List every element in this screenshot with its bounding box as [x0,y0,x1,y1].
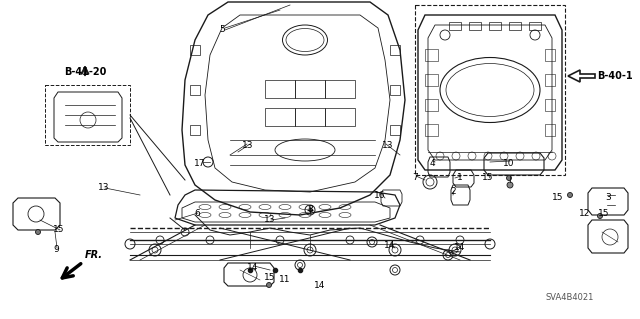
Text: 13: 13 [99,183,109,192]
Circle shape [456,236,464,244]
Circle shape [598,213,602,219]
Text: 2: 2 [450,188,456,197]
Text: 13: 13 [382,142,394,151]
Circle shape [125,239,135,249]
Text: 12: 12 [579,209,591,218]
Text: 14: 14 [247,263,259,272]
Text: 13: 13 [264,216,276,225]
Text: 13: 13 [243,142,253,151]
Text: 15: 15 [598,209,610,218]
Text: 15: 15 [53,226,65,234]
Text: FR.: FR. [85,250,103,260]
Circle shape [276,236,284,244]
Circle shape [416,236,424,244]
Text: 11: 11 [279,275,291,284]
Text: 14: 14 [314,280,326,290]
Text: 7: 7 [412,174,418,182]
Text: 15: 15 [264,273,276,283]
Circle shape [507,182,513,188]
Circle shape [568,192,573,197]
Circle shape [506,175,511,181]
Text: 5: 5 [219,26,225,34]
Text: 6: 6 [194,209,200,218]
Text: 1: 1 [457,174,463,182]
Text: 15: 15 [483,174,493,182]
Circle shape [206,236,214,244]
Text: B-41-20: B-41-20 [64,67,106,77]
Text: B-40-1: B-40-1 [597,71,632,81]
Circle shape [485,239,495,249]
Text: 4: 4 [429,159,435,167]
Text: 9: 9 [53,246,59,255]
Text: 8: 8 [307,205,313,214]
Circle shape [346,236,354,244]
Circle shape [266,283,271,287]
Text: 17: 17 [195,159,205,167]
Text: 16: 16 [374,190,386,199]
Text: SVA4B4021: SVA4B4021 [546,293,594,302]
Text: 14: 14 [454,243,466,253]
Circle shape [156,236,164,244]
Circle shape [35,229,40,234]
Text: 3: 3 [605,194,611,203]
Text: 15: 15 [552,194,564,203]
Text: 10: 10 [503,159,515,167]
Text: 14: 14 [384,241,396,249]
